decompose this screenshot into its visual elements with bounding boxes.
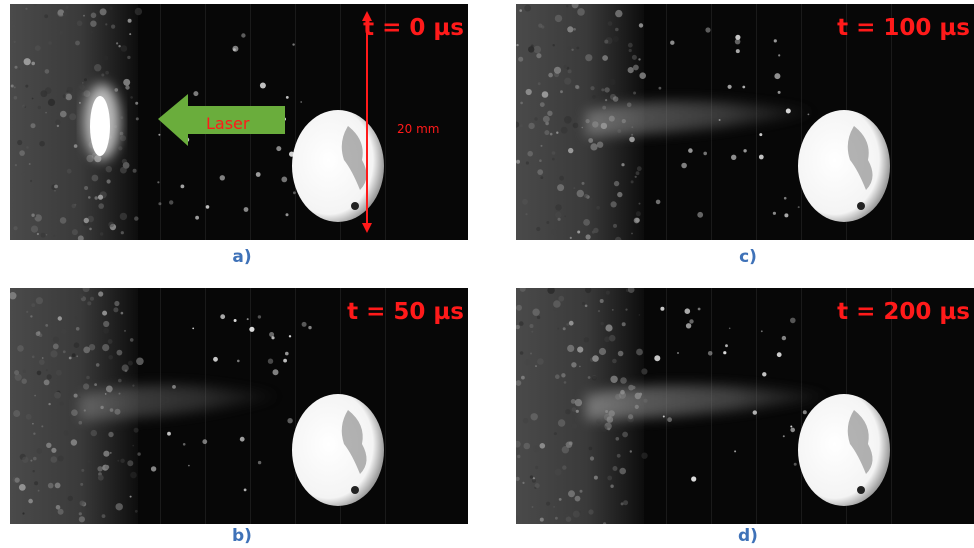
photo-scene-b bbox=[10, 288, 468, 524]
photo-scene-a bbox=[10, 4, 468, 240]
annotation-layer bbox=[158, 10, 372, 233]
photo-scene-c bbox=[516, 4, 974, 240]
time-label-c: t = 100 µs bbox=[837, 15, 970, 41]
time-label-d: t = 200 µs bbox=[837, 299, 970, 325]
photo-panel-c: t = 100 µs bbox=[516, 4, 974, 240]
caption-a: a) bbox=[232, 247, 252, 267]
photo-panel-b: t = 50 µs bbox=[10, 288, 468, 524]
laser-arrow bbox=[158, 94, 285, 146]
caption-b: b) bbox=[232, 526, 252, 546]
photo-panel-d: t = 200 µs bbox=[516, 288, 974, 524]
photo-scene-d bbox=[516, 288, 974, 524]
time-label-a: t = 0 µs bbox=[363, 15, 464, 41]
scale-bar-label: 20 mm bbox=[397, 122, 440, 136]
photo-panel-a: Laser 20 mm t = 0 µs bbox=[10, 4, 468, 240]
caption-c: c) bbox=[739, 247, 757, 267]
laser-label: Laser bbox=[206, 114, 250, 133]
time-label-b: t = 50 µs bbox=[347, 299, 464, 325]
caption-d: d) bbox=[738, 526, 758, 546]
